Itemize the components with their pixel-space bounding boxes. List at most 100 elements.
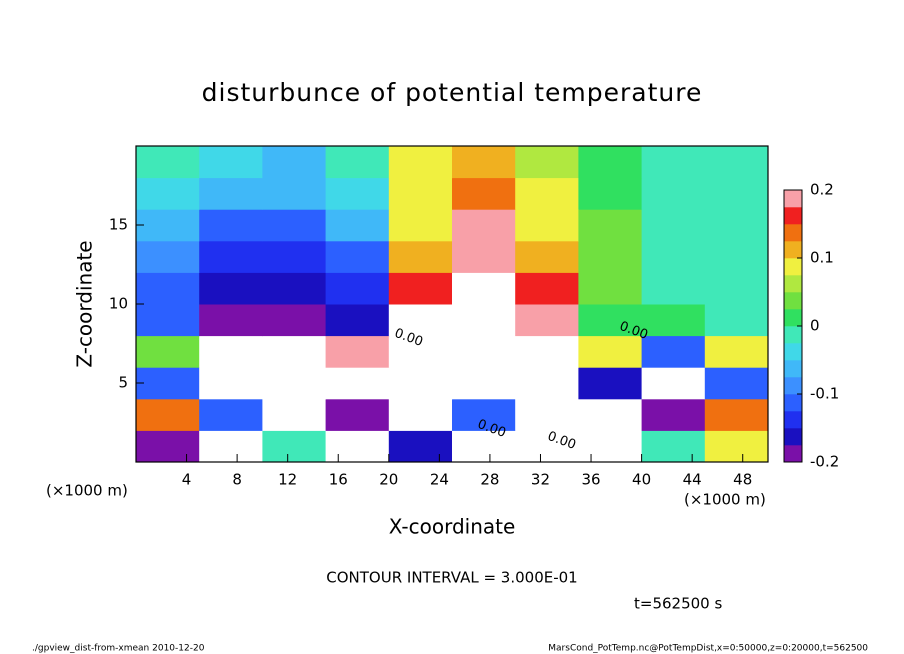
heat-cell [704, 335, 769, 368]
colorbar-band [784, 309, 802, 327]
x-tick-label: 4 [182, 471, 192, 489]
heat-cell [199, 335, 263, 368]
colorbar-band [784, 445, 802, 463]
heat-cell [388, 367, 453, 400]
colorbar-band [784, 377, 802, 395]
heat-cell [578, 304, 643, 337]
heat-cell [262, 146, 327, 179]
heat-cell [325, 209, 390, 242]
heat-cell [262, 272, 327, 305]
colorbar-band [784, 258, 802, 276]
heat-cell [641, 398, 706, 431]
heat-cell [515, 272, 579, 305]
heat-cell [704, 367, 769, 400]
heat-cell [325, 335, 390, 368]
heat-cell [136, 209, 200, 242]
heat-cell [641, 177, 706, 210]
heat-cell [641, 335, 706, 368]
heat-cell [704, 146, 769, 179]
heat-cell [262, 398, 327, 431]
heat-cell [388, 335, 453, 368]
x-tick-label: 12 [278, 471, 297, 489]
heat-cell [578, 430, 643, 463]
x-axis-label: X-coordinate [389, 515, 516, 539]
heat-cell [515, 304, 579, 337]
contour-interval: CONTOUR INTERVAL = 3.000E-01 [326, 569, 577, 587]
heat-cell [136, 430, 200, 463]
time-label: t=562500 s [634, 595, 722, 613]
heat-cell [704, 272, 769, 305]
colorbar-band [784, 292, 802, 310]
heat-cell [388, 398, 453, 431]
heat-cell [136, 335, 200, 368]
heat-cell [578, 398, 643, 431]
heat-cell [704, 209, 769, 242]
heat-cell [199, 177, 263, 210]
heat-cell [578, 367, 643, 400]
heat-cell [515, 146, 579, 179]
heat-cell [515, 335, 579, 368]
heat-cell [704, 398, 769, 431]
heat-cell [578, 335, 643, 368]
heat-cell [452, 209, 516, 242]
x-tick-label: 48 [733, 471, 752, 489]
colorbar-tick-label: -0.2 [810, 453, 839, 471]
heat-cell [578, 240, 643, 273]
x-tick-label: 16 [329, 471, 348, 489]
footer-right: MarsCond_PotTemp.nc@PotTempDist,x=0:5000… [548, 644, 868, 654]
heat-cell [325, 272, 390, 305]
x-tick-label: 20 [379, 471, 398, 489]
heat-cell [641, 304, 706, 337]
x-tick-label: 44 [683, 471, 702, 489]
x-tick-label: 32 [531, 471, 550, 489]
heat-cell [262, 367, 327, 400]
colorbar-band [784, 207, 802, 225]
heat-cell [515, 430, 579, 463]
heat-cell [641, 240, 706, 273]
heat-cell [136, 367, 200, 400]
heat-cell [452, 398, 516, 431]
heat-cell [452, 177, 516, 210]
heat-cell [325, 367, 390, 400]
heat-cell [641, 209, 706, 242]
heat-cell [641, 272, 706, 305]
heat-cell [136, 304, 200, 337]
heat-cell [641, 430, 706, 463]
heat-cell [199, 398, 263, 431]
heat-cell [325, 240, 390, 273]
heat-cell [515, 240, 579, 273]
heat-cell [704, 240, 769, 273]
heat-cell [515, 177, 579, 210]
x-tick-label: 8 [232, 471, 242, 489]
heat-cell [262, 304, 327, 337]
colorbar-tick-label: 0.1 [810, 249, 834, 267]
colorbar-band [784, 241, 802, 259]
heat-cell [388, 272, 453, 305]
heat-cell [578, 209, 643, 242]
heat-cell [136, 240, 200, 273]
heat-cell [452, 146, 516, 179]
heat-cell [199, 146, 263, 179]
y-unit: (×1000 m) [46, 482, 128, 500]
colorbar-band [784, 190, 802, 208]
heat-cell [325, 177, 390, 210]
heat-cell [262, 209, 327, 242]
heat-cell [136, 272, 200, 305]
heat-cell [136, 146, 200, 179]
heat-cell [452, 430, 516, 463]
heat-cell [641, 367, 706, 400]
x-unit: (×1000 m) [684, 491, 766, 509]
heat-cell [136, 177, 200, 210]
heat-cell [515, 398, 579, 431]
heat-cell [199, 240, 263, 273]
heat-cell [388, 177, 453, 210]
heat-cell [388, 430, 453, 463]
heat-cell [136, 398, 200, 431]
colorbar-band [784, 326, 802, 344]
x-tick-label: 40 [632, 471, 651, 489]
colorbar-tick-label: 0.2 [810, 181, 834, 199]
y-tick-label: 10 [109, 295, 128, 313]
heat-cell [325, 398, 390, 431]
heat-cell [262, 335, 327, 368]
footer-left: ./gpview_dist-from-xmean 2010-12-20 [32, 644, 205, 654]
